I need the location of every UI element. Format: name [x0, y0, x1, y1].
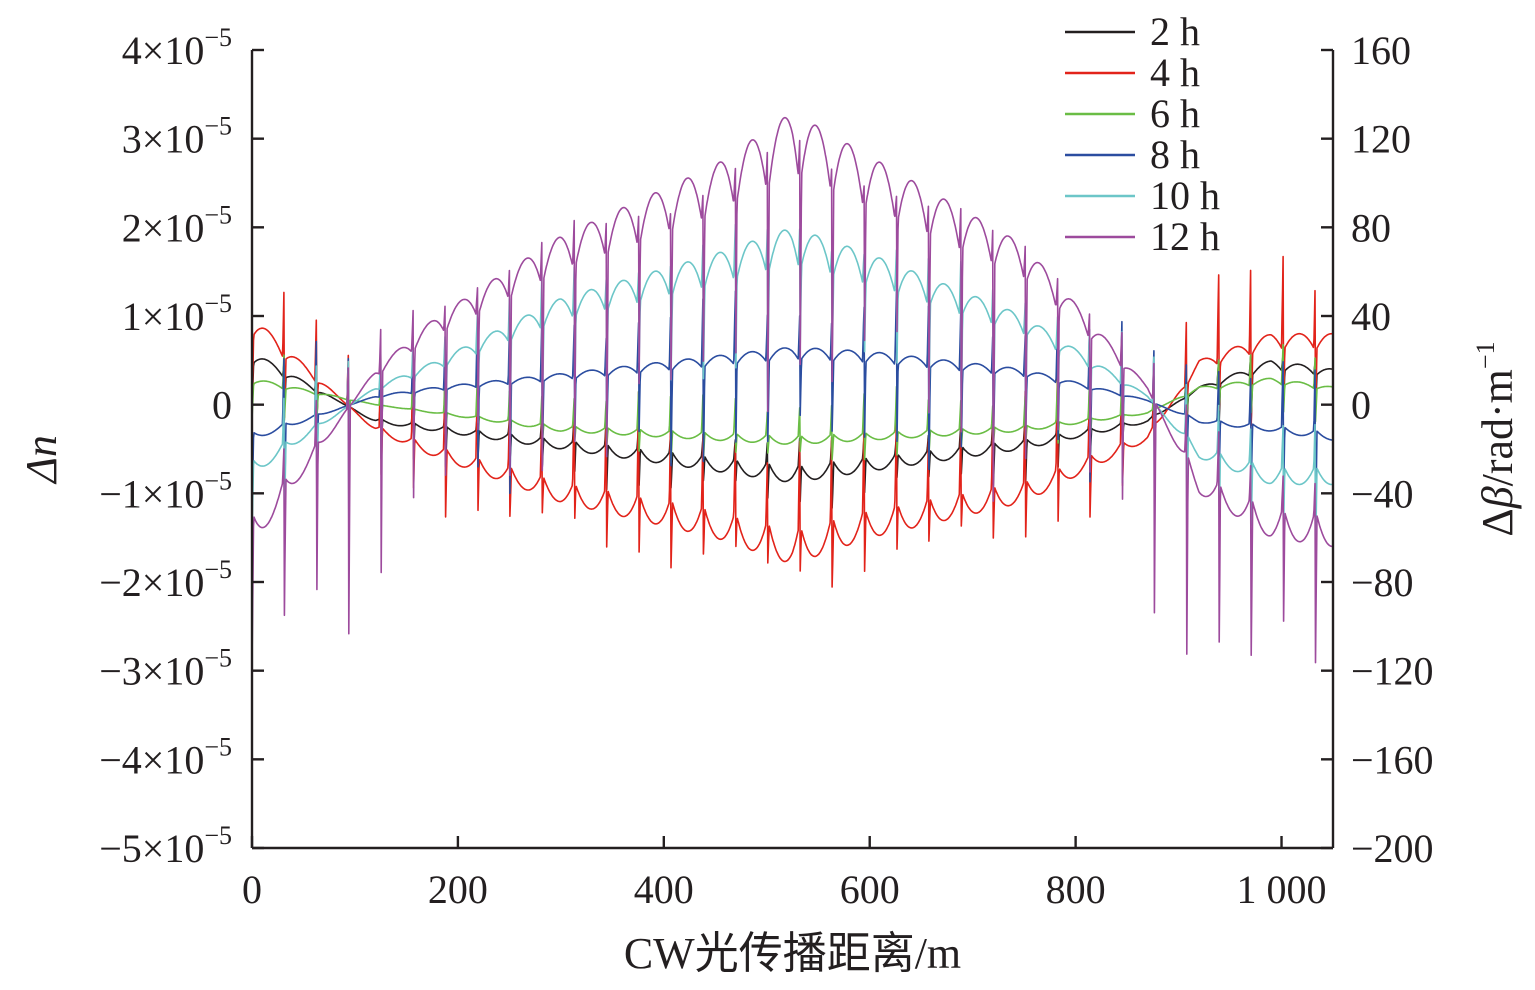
axes: [250, 50, 1335, 850]
legend-label: 8 h: [1150, 132, 1200, 177]
x-tick-label: 800: [1046, 867, 1106, 912]
legend-label: 10 h: [1150, 173, 1220, 218]
right-y-ticks: 160 120 80 40 0 −40 −80 −120 −160 −200: [1321, 28, 1434, 871]
x-tick-label: 600: [840, 867, 900, 912]
x-axis-label: CW光传播距离/m: [624, 929, 961, 978]
left-y-tick-label: −5×10−5: [99, 821, 232, 871]
left-y-tick-label: −3×10−5: [99, 644, 232, 694]
x-tick-label: 400: [634, 867, 694, 912]
right-y-tick-label: 0: [1351, 383, 1371, 428]
left-y-tick-label: 0: [212, 383, 232, 428]
right-y-tick-label: −40: [1351, 471, 1414, 516]
left-y-tick-label: 4×10−5: [122, 23, 232, 73]
series-line-4h: [252, 255, 1333, 588]
left-y-tick-label: −2×10−5: [99, 555, 232, 605]
left-y-tick-label: 3×10−5: [122, 112, 232, 162]
x-ticks: 0 200 400 600 800 1 000: [242, 836, 1327, 912]
legend-label: 4 h: [1150, 50, 1200, 95]
x-tick-label: 200: [428, 867, 488, 912]
right-y-tick-label: −160: [1351, 737, 1434, 782]
left-y-ticks: 4×10−5 3×10−5 2×10−5 1×10−5 0 −1×10−5 −2×10−5 −…: [99, 23, 264, 871]
left-y-tick-label: 2×10−5: [122, 200, 232, 250]
legend-label: 2 h: [1150, 9, 1200, 54]
right-y-tick-label: 160: [1351, 28, 1411, 73]
plot-area: [252, 116, 1333, 664]
legend-label: 12 h: [1150, 214, 1220, 259]
left-y-tick-label: −1×10−5: [99, 466, 232, 516]
x-tick-label: 0: [242, 867, 262, 912]
legend: 2 h4 h6 h8 h10 h12 h: [1065, 9, 1220, 259]
right-y-tick-label: −80: [1351, 560, 1414, 605]
right-y-tick-label: 40: [1351, 294, 1391, 339]
series-line-12h: [252, 116, 1333, 664]
series-line-6h: [252, 343, 1333, 464]
left-y-axis-label: Δn: [17, 435, 66, 485]
legend-label: 6 h: [1150, 91, 1200, 136]
right-y-tick-label: 120: [1351, 117, 1411, 162]
right-y-tick-label: −200: [1351, 826, 1434, 871]
right-y-tick-label: 80: [1351, 205, 1391, 250]
right-y-axis-label: Δβ/rad·m−1: [1471, 341, 1522, 536]
right-y-tick-label: −120: [1351, 649, 1434, 694]
left-y-tick-label: 1×10−5: [122, 289, 232, 339]
x-tick-label: 1 000: [1237, 867, 1327, 912]
left-y-tick-label: −4×10−5: [99, 732, 232, 782]
